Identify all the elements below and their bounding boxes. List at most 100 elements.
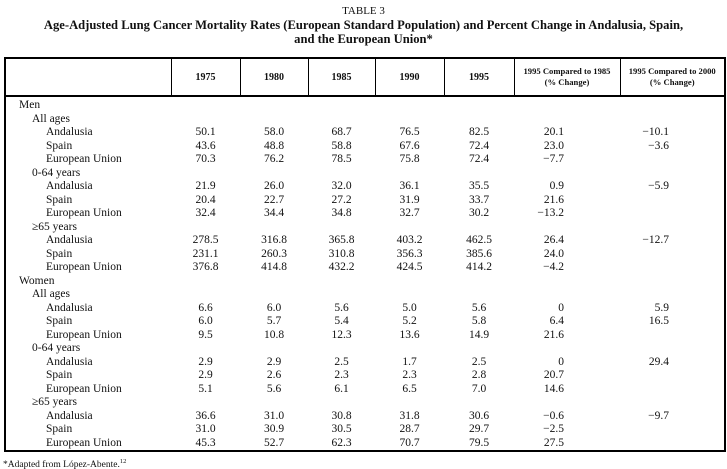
value-cell: 62.3 bbox=[331, 436, 352, 449]
row-label: Spain bbox=[46, 193, 73, 206]
value-cell: 34.4 bbox=[263, 207, 285, 219]
value-cell: −4.2 bbox=[543, 261, 564, 273]
table-row: All ages bbox=[5, 113, 725, 127]
value-cell: 231.1 bbox=[192, 247, 219, 260]
header-year-1980: 1980 bbox=[239, 58, 308, 97]
value-cell: 20.4 bbox=[195, 193, 216, 206]
value-cell bbox=[620, 383, 725, 397]
value-cell bbox=[171, 96, 240, 113]
mortality-table: 1975 1980 1985 1990 1995 1995 Compared t… bbox=[4, 57, 726, 452]
value-cell: 82.5 bbox=[468, 126, 490, 138]
value-cell: 14.6 bbox=[543, 382, 564, 395]
value-cell: −12.7 bbox=[642, 234, 669, 246]
value-cell bbox=[514, 396, 620, 410]
value-cell bbox=[308, 113, 375, 127]
header-change-1985: 1995 Compared to 1985 (% Change) bbox=[513, 58, 620, 97]
value-cell bbox=[240, 221, 308, 235]
footnote-text: Adapted from López-Abente. bbox=[7, 460, 120, 469]
value-cell: 6.0 bbox=[198, 315, 213, 327]
value-cell: 75.8 bbox=[399, 153, 420, 165]
value-cell: −10.1 bbox=[642, 126, 669, 138]
row-label: All ages bbox=[32, 288, 71, 300]
value-cell bbox=[620, 437, 725, 452]
value-cell: 31.0 bbox=[263, 409, 285, 422]
value-cell: 414.2 bbox=[466, 261, 492, 273]
value-cell bbox=[375, 396, 444, 410]
value-cell: 24.0 bbox=[543, 247, 564, 260]
table-body: Men All ages Andalusia 50.1 58.0 68.7 76.5 82.5… bbox=[5, 96, 725, 451]
value-cell: 26.4 bbox=[543, 234, 564, 246]
value-cell bbox=[171, 275, 240, 289]
value-cell bbox=[308, 221, 375, 235]
table-row: 0-64 years bbox=[5, 167, 725, 181]
value-cell: −2.5 bbox=[543, 423, 564, 435]
footnote-marker: * bbox=[3, 460, 8, 469]
value-cell: 6.5 bbox=[402, 382, 417, 395]
value-cell: 5.9 bbox=[654, 301, 669, 314]
value-cell bbox=[308, 288, 375, 302]
value-cell: 6.0 bbox=[266, 301, 282, 314]
value-cell: 2.9 bbox=[198, 355, 213, 368]
value-cell: 70.7 bbox=[399, 436, 420, 449]
table-row: Spain 6.0 5.7 5.4 5.2 5.8 6.4 16.5 bbox=[5, 315, 725, 329]
value-cell: 34.8 bbox=[331, 207, 352, 219]
value-cell: 50.1 bbox=[195, 126, 216, 138]
value-cell: 27.2 bbox=[331, 193, 352, 206]
value-cell bbox=[620, 342, 725, 356]
table-row: European Union 5.1 5.6 6.1 6.5 7.0 14.6 bbox=[5, 383, 725, 397]
value-cell: 2.8 bbox=[471, 369, 487, 381]
header-year-1985: 1985 bbox=[307, 58, 375, 97]
value-cell: −3.6 bbox=[648, 139, 669, 152]
value-cell: 462.5 bbox=[466, 234, 492, 246]
value-cell: 72.4 bbox=[468, 153, 490, 165]
value-cell bbox=[444, 275, 514, 289]
value-cell: 30.8 bbox=[331, 409, 352, 422]
row-label: European Union bbox=[46, 207, 122, 219]
table-row: European Union 45.3 52.7 62.3 70.7 79.5 27.5 bbox=[5, 437, 725, 452]
value-cell: 414.8 bbox=[261, 261, 287, 273]
header-row-label bbox=[5, 58, 171, 97]
value-cell: 365.8 bbox=[328, 234, 355, 246]
table-row: Andalusia 36.6 31.0 30.8 31.8 30.6 −0.6 −9.7 bbox=[5, 410, 725, 424]
value-cell bbox=[171, 221, 240, 235]
value-cell bbox=[240, 167, 308, 181]
table-number: TABLE 3 bbox=[342, 5, 385, 17]
value-cell bbox=[171, 342, 240, 356]
value-cell: 5.0 bbox=[402, 301, 417, 314]
value-cell: 30.9 bbox=[263, 423, 285, 435]
value-cell bbox=[308, 96, 375, 113]
value-cell bbox=[444, 288, 514, 302]
value-cell bbox=[444, 342, 514, 356]
value-cell bbox=[620, 194, 725, 208]
header-year-1975: 1975 bbox=[170, 58, 240, 97]
header-change-2000-line1: 1995 Compared to 2000 bbox=[628, 65, 716, 76]
row-label: ≥65 years bbox=[32, 396, 77, 408]
value-cell: −9.7 bbox=[648, 409, 669, 422]
value-cell bbox=[514, 342, 620, 356]
value-cell: 5.8 bbox=[471, 315, 487, 327]
value-cell: 20.1 bbox=[543, 126, 564, 138]
row-label: Spain bbox=[46, 369, 73, 381]
value-cell: 70.3 bbox=[195, 153, 216, 165]
value-cell bbox=[444, 396, 514, 410]
value-cell bbox=[240, 396, 308, 410]
value-cell: −0.6 bbox=[543, 409, 564, 422]
value-cell: 13.6 bbox=[399, 328, 420, 341]
table-row: European Union 70.3 76.2 78.5 75.8 72.4 −7.7 bbox=[5, 153, 725, 167]
row-label: All ages bbox=[32, 112, 71, 125]
value-cell: 36.1 bbox=[399, 180, 420, 192]
value-cell: 43.6 bbox=[195, 139, 216, 152]
row-label: Andalusia bbox=[46, 126, 93, 138]
value-cell: 31.9 bbox=[399, 193, 420, 206]
table-row: Women bbox=[5, 275, 725, 289]
row-label: Andalusia bbox=[46, 301, 93, 314]
value-cell: 260.3 bbox=[261, 247, 287, 260]
value-cell bbox=[171, 167, 240, 181]
table-row: Spain 2.9 2.6 2.3 2.3 2.8 20.7 bbox=[5, 369, 725, 383]
value-cell bbox=[308, 275, 375, 289]
value-cell: 29.4 bbox=[648, 355, 669, 368]
table-header: 1975 1980 1985 1990 1995 1995 Compared t… bbox=[5, 58, 725, 97]
value-cell: −13.2 bbox=[537, 207, 564, 219]
value-cell: 5.6 bbox=[266, 382, 282, 395]
